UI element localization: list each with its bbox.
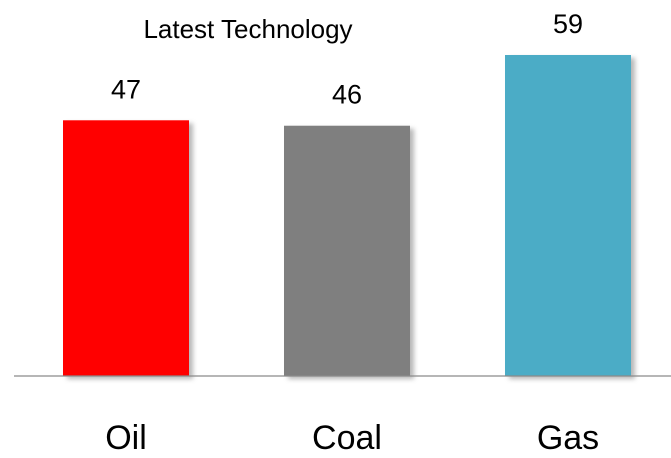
bar-oil xyxy=(63,120,189,376)
data-label-coal: 46 xyxy=(332,80,362,110)
data-label-oil: 47 xyxy=(111,74,141,104)
bar-coal xyxy=(284,125,410,376)
data-label-gas: 59 xyxy=(553,9,583,39)
x-tick-label-oil: Oil xyxy=(105,419,147,453)
x-tick-label-gas: Gas xyxy=(537,419,599,453)
x-tick-label-coal: Coal xyxy=(312,419,382,453)
chart-title: Latest Technology xyxy=(143,14,352,44)
bar-gas xyxy=(505,55,631,376)
bars-layer: 47 Oil 46 Coal 59 Gas xyxy=(63,9,631,457)
